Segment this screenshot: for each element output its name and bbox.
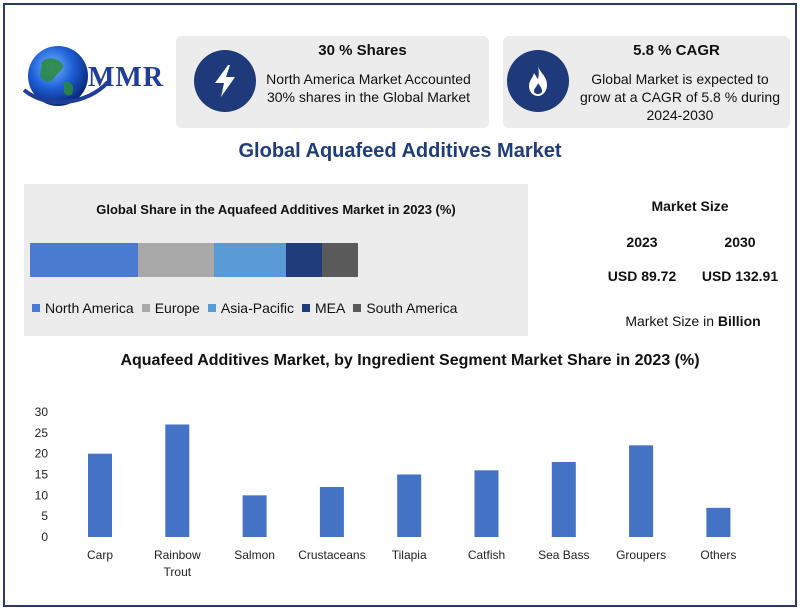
y-tick-label: 25 xyxy=(35,426,49,440)
bar xyxy=(165,424,190,537)
regional-share-panel: Global Share in the Aquafeed Additives M… xyxy=(24,184,528,336)
legend-item: MEA xyxy=(302,300,345,316)
share-stat-card: 30 % Shares North America Market Account… xyxy=(176,36,489,128)
legend-swatch xyxy=(207,304,216,312)
x-tick-label: Groupers xyxy=(616,548,666,562)
y-tick-label: 15 xyxy=(35,468,49,482)
y-tick-label: 20 xyxy=(35,447,49,461)
share-segment-south-america xyxy=(321,243,358,277)
market-size-note-unit: Billion xyxy=(717,313,761,329)
segment-bar-chart: 0 5 10 15 20 25 30 Carp Rainbow Trout Salmon Crusta… xyxy=(35,405,737,579)
legend-swatch xyxy=(141,304,150,312)
share-segment-europe xyxy=(138,243,214,277)
regional-share-bar xyxy=(30,243,358,277)
y-tick-label: 5 xyxy=(41,509,48,523)
bar xyxy=(706,507,731,537)
legend-label: Asia-Pacific xyxy=(220,300,294,316)
legend-swatch xyxy=(353,304,362,312)
market-size-heading: Market Size xyxy=(651,198,729,214)
mmr-logo: MMR xyxy=(18,38,168,118)
cagr-stat-card: 5.8 % CAGR Global Market is expected to … xyxy=(503,36,790,128)
legend-swatch xyxy=(32,304,40,312)
legend-item: North America xyxy=(32,300,134,316)
x-tick-label: Trout xyxy=(164,565,192,579)
x-tick-label: Sea Bass xyxy=(538,548,589,562)
x-tick-label: Salmon xyxy=(234,548,275,562)
logo-text: MMR xyxy=(88,62,165,93)
infographic-frame xyxy=(3,3,797,607)
bar xyxy=(629,445,654,537)
cagr-stat-text: Global Market is expected to grow at a C… xyxy=(580,71,780,123)
share-stat-text: North America Market Accounted 30% share… xyxy=(266,71,471,105)
bar xyxy=(319,487,344,537)
x-tick-label: Others xyxy=(700,548,736,562)
market-size-note: Market Size in Billion xyxy=(608,313,778,329)
segment-chart-title: Aquafeed Additives Market, by Ingredient… xyxy=(120,352,700,369)
market-size-year-2023: 2023 xyxy=(626,234,658,250)
bar xyxy=(474,470,499,537)
market-size-year-2030: 2030 xyxy=(724,234,756,250)
y-tick-label: 10 xyxy=(35,488,49,502)
regional-share-legend: North America Europe Asia-Pacific MEA South … xyxy=(32,300,457,316)
page-title: Global Aquafeed Additives Market xyxy=(238,140,562,162)
x-tick-label: Carp xyxy=(87,548,113,562)
x-tick-label: Crustaceans xyxy=(298,548,365,562)
x-tick-label: Tilapia xyxy=(392,548,427,562)
legend-swatch xyxy=(302,304,310,312)
globe-icon xyxy=(22,46,110,106)
bar xyxy=(242,495,267,537)
x-tick-label: Catfish xyxy=(468,548,505,562)
x-tick-label: Rainbow xyxy=(154,548,201,562)
legend-label: Europe xyxy=(154,300,200,316)
share-stat-title: 30 % Shares xyxy=(318,42,407,59)
lightning-icon xyxy=(194,50,256,112)
bar xyxy=(551,462,576,537)
market-size-note-prefix: Market Size in xyxy=(625,313,715,329)
share-segment-asia-pacific xyxy=(213,243,286,277)
cagr-stat-title: 5.8 % CAGR xyxy=(633,42,720,59)
legend-label: North America xyxy=(45,300,134,316)
market-size-value-2030: USD 132.91 xyxy=(701,268,779,284)
market-size-value-2023: USD 89.72 xyxy=(607,268,677,284)
bar xyxy=(88,453,112,537)
share-segment-north-america xyxy=(30,243,138,277)
bar xyxy=(397,474,422,537)
y-tick-label: 0 xyxy=(41,530,48,544)
regional-share-title: Global Share in the Aquafeed Additives M… xyxy=(96,202,456,217)
legend-label: MEA xyxy=(315,300,346,316)
share-segment-mea xyxy=(285,243,322,277)
legend-item: Europe xyxy=(141,300,200,316)
y-tick-label: 30 xyxy=(35,405,49,419)
flame-icon xyxy=(507,50,569,112)
legend-label: South America xyxy=(366,300,458,316)
legend-item: South America xyxy=(353,300,457,316)
legend-item: Asia-Pacific xyxy=(207,300,294,316)
